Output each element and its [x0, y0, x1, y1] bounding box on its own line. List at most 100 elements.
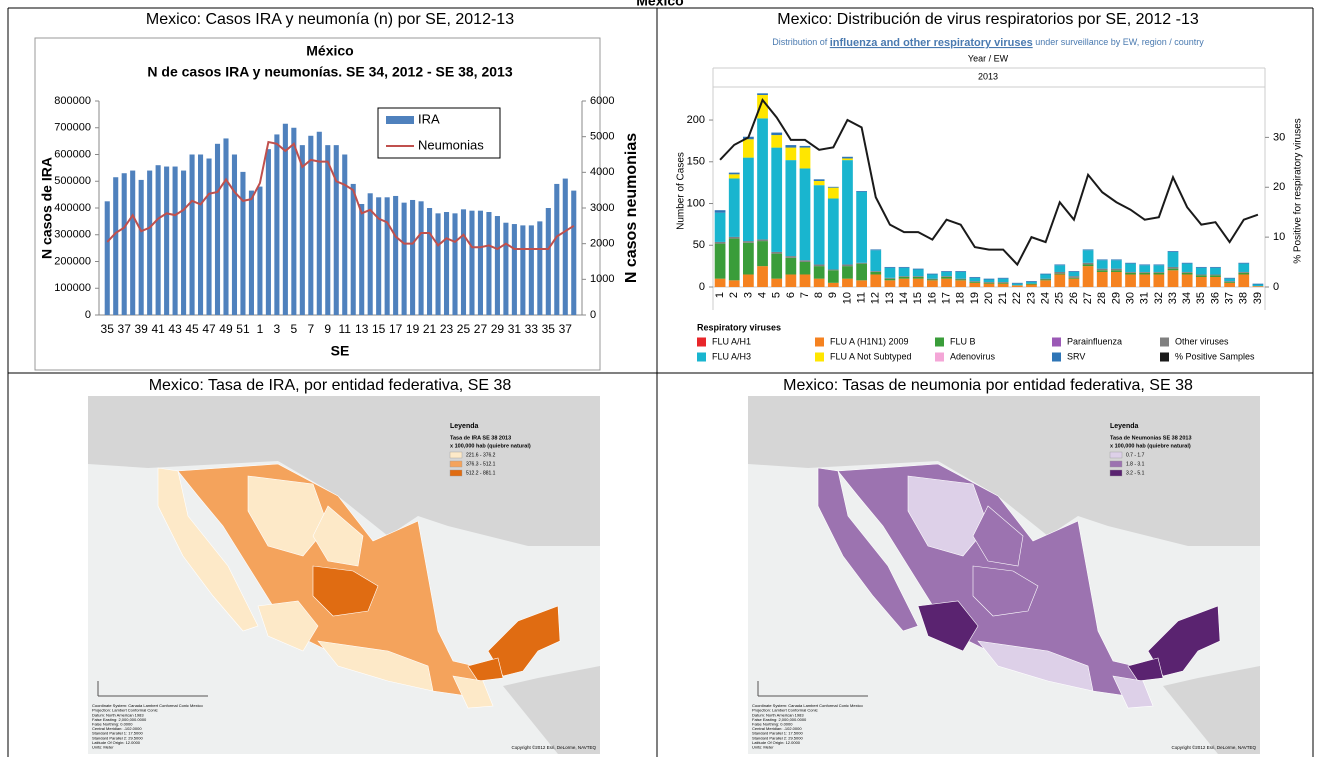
y2-tick-label: 5000 — [590, 131, 614, 143]
state — [312, 565, 379, 617]
legend-label: FLU A/H3 — [712, 351, 751, 361]
bar — [562, 178, 568, 315]
bar-segment — [870, 271, 882, 272]
bar-segment — [1195, 275, 1207, 277]
bar-segment — [743, 157, 754, 242]
x-tick-label: 15 — [372, 322, 386, 336]
copyright: Copyright ©2012 Esri, DeLorme, NAVTEQ — [511, 744, 596, 750]
bar-segment — [842, 278, 853, 287]
bar-segment — [785, 147, 797, 161]
bar-segment — [856, 191, 867, 192]
bar-segment — [1096, 259, 1108, 261]
x-group-label: 2013 — [978, 71, 998, 81]
bar-segment — [785, 256, 797, 258]
state — [257, 600, 319, 652]
bar — [384, 197, 390, 315]
state — [972, 565, 1039, 617]
bar-segment — [813, 180, 825, 186]
bar — [469, 210, 475, 315]
bar-segment — [969, 282, 981, 287]
bar-segment — [771, 251, 783, 254]
bar — [427, 208, 433, 315]
x-tick-label: 4 — [756, 292, 768, 298]
x-tick-label: 29 — [491, 322, 505, 336]
bar — [104, 201, 110, 315]
x-tick-label: 23 — [1025, 292, 1037, 304]
bar — [291, 127, 297, 315]
state — [312, 505, 364, 567]
bar — [435, 213, 441, 315]
x-tick-label: 37 — [559, 322, 573, 336]
bar — [393, 195, 399, 315]
bar-segment — [799, 260, 811, 262]
bar-segment — [728, 174, 740, 179]
bar-segment — [714, 278, 726, 287]
bar — [138, 179, 144, 315]
bar-segment — [1082, 264, 1094, 267]
legend-label: Other viruses — [1175, 336, 1229, 346]
bar — [520, 225, 526, 315]
bar-segment — [927, 274, 938, 279]
bar — [376, 197, 382, 315]
legend-swatch — [1160, 337, 1169, 347]
bar-segment — [827, 187, 839, 199]
bar-segment — [941, 271, 952, 277]
x-tick-label: 17 — [389, 322, 403, 336]
map-note: Units: Meter — [92, 744, 114, 749]
bar — [172, 166, 178, 315]
bar-segment — [856, 191, 867, 263]
bar-segment — [757, 95, 768, 119]
x-tick-label: 31 — [1139, 292, 1151, 304]
bar-segment — [813, 278, 825, 287]
y-tick-label: 700000 — [54, 122, 91, 134]
bar-segment — [884, 278, 896, 281]
bar-segment — [1238, 263, 1250, 272]
bar-segment — [941, 271, 952, 272]
map-note: Latitude Of Origin: 12.0000 — [752, 740, 801, 745]
x-tick-label: 25 — [1054, 292, 1066, 304]
bar — [189, 154, 195, 315]
bar — [299, 145, 305, 315]
map-note: Standard Parallel 2: 29.5000 — [752, 735, 803, 740]
x-tick-label: 7 — [799, 292, 811, 298]
bar — [231, 154, 238, 315]
x-tick-label: 18 — [955, 292, 967, 304]
map: Leyenda Tasa de Neumonias SE 38 2013 x 100… — [748, 396, 1260, 754]
legend-label: Parainfluenza — [1067, 336, 1122, 346]
bar-segment — [1111, 271, 1122, 287]
bar-segment — [997, 283, 1009, 287]
bar — [443, 212, 450, 315]
legend-label: Neumonias — [418, 137, 484, 152]
bar — [333, 145, 339, 315]
bar-segment — [757, 93, 768, 95]
subtitle-link[interactable]: influenza and other respiratory viruses — [830, 37, 1033, 49]
bar-segment — [799, 147, 811, 169]
bar-segment — [771, 253, 783, 279]
x-tick-label: 9 — [827, 292, 839, 298]
bar-segment — [912, 268, 924, 270]
legend-label: IRA — [418, 111, 440, 126]
state — [247, 475, 329, 557]
bar-segment — [941, 278, 952, 287]
bar-segment — [983, 279, 995, 282]
y2-tick-label: 0 — [590, 309, 596, 321]
bar-segment — [842, 264, 853, 267]
x-tick-label: 51 — [236, 322, 250, 336]
bar — [486, 212, 492, 315]
map-note: Standard Parallel 1: 17.5000 — [752, 731, 803, 736]
bar-segment — [1125, 263, 1136, 272]
x-tick-label: 20 — [983, 292, 995, 304]
y-tick-label: 800000 — [54, 95, 91, 107]
bar-segment — [757, 239, 768, 242]
bar-segment — [827, 269, 839, 271]
bar — [147, 170, 153, 315]
bar-segment — [927, 279, 938, 281]
bar-segment — [1111, 270, 1122, 272]
bar-segment — [870, 250, 882, 272]
x-tick-label: 7 — [307, 322, 314, 336]
bar-segment — [997, 281, 1009, 283]
bar-segment — [714, 212, 726, 242]
bar-segment — [1111, 268, 1122, 271]
